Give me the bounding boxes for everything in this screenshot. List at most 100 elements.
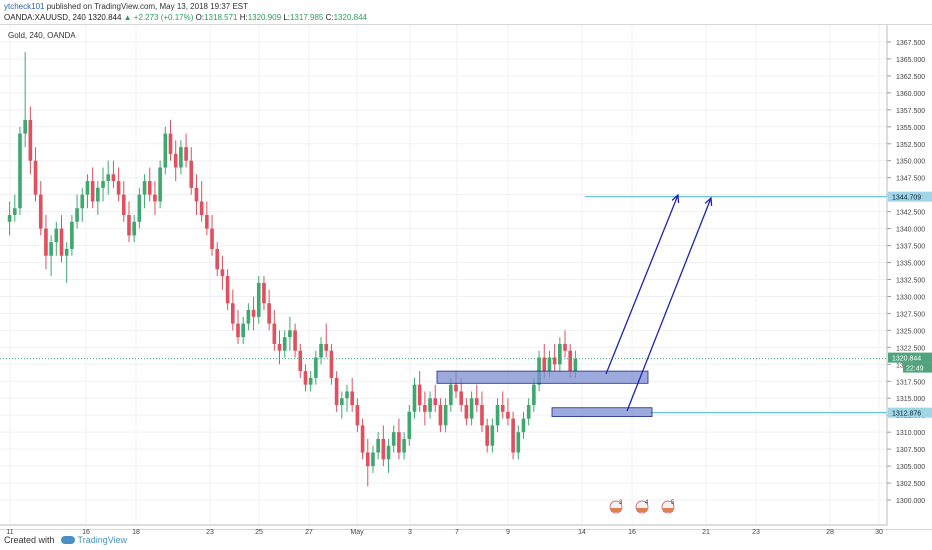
candle-body	[137, 194, 142, 222]
y-tick-label: 1307.500	[896, 447, 925, 454]
candle-body	[153, 194, 157, 202]
chart-legend: Gold, 240, OANDA	[8, 31, 76, 40]
support-zone	[436, 370, 649, 384]
level-price-label: 1312.876	[892, 411, 921, 418]
candle-body	[106, 174, 111, 182]
level-price-label: 1344.709	[892, 195, 921, 202]
created-with-text: Created with	[4, 535, 55, 545]
candle-body	[272, 323, 277, 344]
event-count: 5	[671, 500, 675, 506]
candle-body	[500, 405, 505, 412]
event-flag-stripe	[611, 508, 621, 512]
candle-body	[18, 133, 22, 209]
candle-body	[23, 120, 27, 134]
candle-body	[573, 358, 578, 372]
candle-body	[293, 330, 297, 351]
y-tick-label: 1357.500	[896, 108, 925, 115]
candle-body	[33, 160, 38, 195]
candle-body	[464, 405, 469, 419]
y-tick-label: 1335.000	[896, 261, 925, 268]
y-tick-label: 1355.000	[896, 125, 925, 132]
candle-body	[116, 181, 121, 195]
candle-body	[443, 405, 448, 426]
candle-body	[428, 398, 432, 412]
candle-body	[54, 228, 59, 243]
candle-body	[241, 323, 246, 338]
tradingview-brand[interactable]: TradingView	[60, 535, 127, 545]
x-tick-label: 14	[578, 529, 586, 536]
x-tick-label: 30	[875, 529, 883, 536]
candle-body	[542, 357, 547, 372]
x-tick-label: 28	[826, 529, 834, 536]
candle-body	[334, 377, 339, 406]
event-count: 3	[619, 500, 623, 506]
projection-arrow-line	[605, 194, 679, 375]
candle-body	[147, 181, 152, 195]
y-tick-label: 1330.000	[896, 294, 925, 301]
candle-body	[506, 411, 510, 419]
candle-body	[215, 248, 220, 270]
candle-body	[360, 425, 365, 453]
candle-body	[314, 357, 318, 378]
candle-body	[407, 411, 412, 439]
candle-body	[173, 153, 178, 168]
candle-body	[454, 384, 458, 392]
low-label: L:	[283, 13, 290, 22]
candle-body	[38, 194, 43, 229]
candle-body	[532, 384, 536, 406]
low-value: 1317.985	[289, 13, 324, 22]
y-tick-label: 1352.500	[896, 142, 925, 149]
candle-body	[521, 418, 526, 433]
candle-body	[262, 282, 266, 304]
y-tick-label: 1332.500	[896, 277, 925, 284]
last-price: 1320.844	[88, 13, 122, 22]
candle-body	[547, 357, 552, 372]
projection-arrow-head	[704, 196, 713, 207]
high-label: H:	[239, 13, 248, 22]
last-price-label-bg	[888, 352, 932, 363]
candle-body	[210, 228, 214, 249]
candle-body	[552, 357, 557, 365]
candle-body	[111, 174, 116, 182]
candle-body	[179, 147, 183, 168]
symbol-bar: OANDA:XAUUSD, 240 1320.844 ▲ +2.273 (+0.…	[4, 12, 367, 23]
x-tick-label: 16	[628, 529, 636, 536]
candle-body	[308, 377, 313, 385]
candle-body	[495, 405, 500, 426]
candle-body	[490, 425, 495, 446]
candle-body	[267, 303, 271, 324]
candle-body	[511, 418, 515, 453]
last-price-label: 1320.844	[892, 356, 921, 363]
footer: Created with TradingView	[4, 535, 127, 545]
candle-body	[236, 323, 240, 338]
candle-body	[339, 398, 344, 406]
candle-body	[386, 445, 391, 460]
y-tick-label: 1347.500	[896, 176, 925, 183]
x-tick-label: 23	[206, 529, 214, 536]
open-label: O:	[195, 13, 205, 22]
candle-body	[526, 405, 531, 419]
y-tick-label: 1315.000	[896, 396, 925, 403]
candle-body	[516, 432, 521, 453]
x-tick-label: 11	[6, 529, 13, 536]
y-tick-label: 1365.000	[896, 57, 925, 64]
level-price-label-bg	[888, 191, 932, 202]
event-count: 4	[645, 500, 649, 506]
candle-body	[168, 133, 173, 154]
high-value: 1320.909	[247, 13, 282, 22]
candle-body	[563, 343, 567, 351]
y-tick-label: 1302.500	[896, 481, 925, 488]
candle-body	[345, 391, 349, 399]
candle-body	[189, 160, 194, 188]
candle-body	[230, 303, 235, 324]
projection-arrow-head	[671, 193, 680, 204]
open-value: 1318.571	[204, 13, 238, 22]
support-zone	[551, 407, 653, 417]
countdown-label-bg	[903, 362, 932, 373]
candle-body	[225, 276, 230, 304]
candle-body	[251, 310, 256, 317]
x-tick-label: 16	[82, 529, 90, 536]
x-tick-label: 9	[506, 529, 510, 536]
author-link[interactable]: ytcheck101	[4, 2, 45, 11]
